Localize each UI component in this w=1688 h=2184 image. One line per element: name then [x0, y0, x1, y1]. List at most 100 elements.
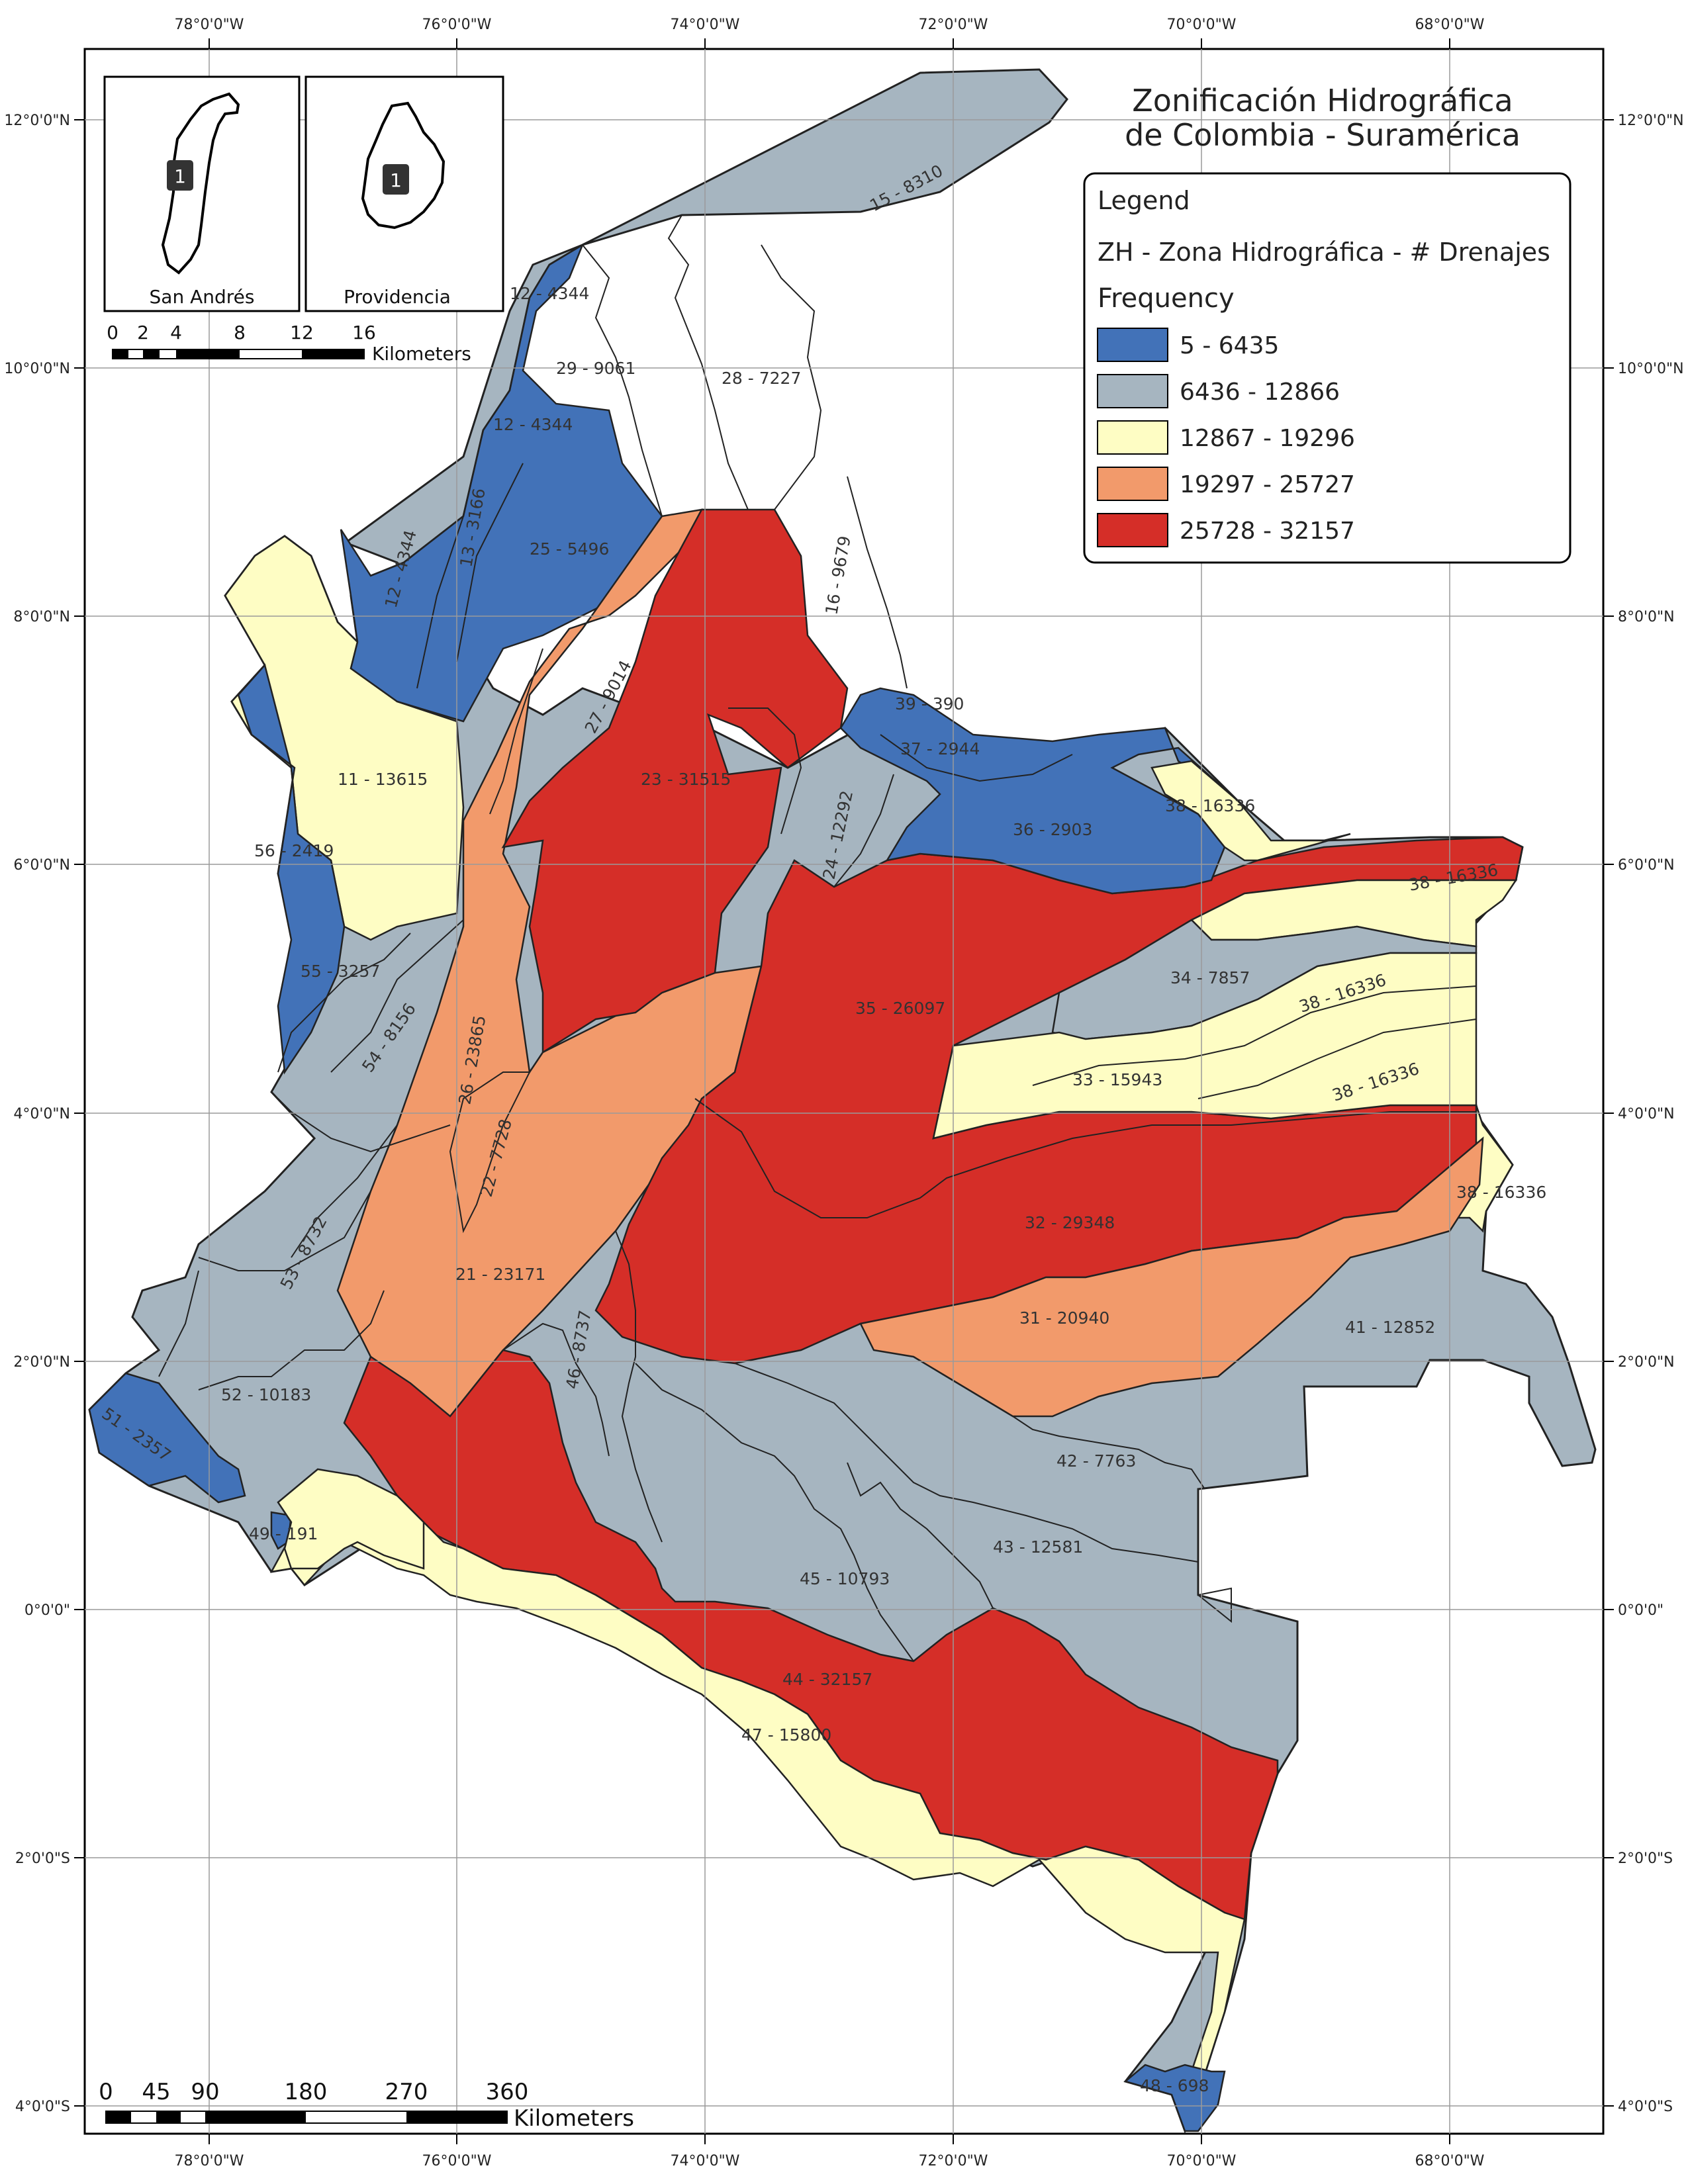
lat-label-left: 0°0'0" [24, 1602, 70, 1619]
lat-label-right: 4°0'0"S [1618, 2099, 1673, 2115]
zone-label: 45 - 10793 [800, 1569, 890, 1588]
zone-label: 32 - 29348 [1025, 1213, 1115, 1232]
zone-label: 33 - 15943 [1072, 1070, 1162, 1089]
lat-label-left: 10°0'0"N [4, 361, 70, 377]
scale-tick-label: 360 [486, 2079, 529, 2105]
inset-name: San Andrés [150, 286, 255, 308]
lon-label-top: 76°0'0"W [422, 17, 492, 33]
zone-label: 41 - 12852 [1345, 1318, 1435, 1337]
zone-label: 21 - 23171 [455, 1265, 545, 1284]
zone-12-divider [456, 463, 524, 662]
lon-label-bottom: 76°0'0"W [422, 2153, 492, 2169]
zone-label: 52 - 10183 [221, 1385, 311, 1404]
scale-tick-label: 8 [234, 322, 246, 343]
lat-label-right: 6°0'0"N [1618, 857, 1675, 874]
legend-class-label: 19297 - 25727 [1180, 471, 1355, 498]
lat-label-left: 12°0'0"N [4, 113, 70, 129]
zone-label: 42 - 7763 [1056, 1451, 1136, 1471]
lon-label-bottom: 74°0'0"W [671, 2153, 740, 2169]
inset-scale-bar: 0 2 4 8 12 16 Kilometers [107, 322, 471, 365]
zone-label: 48 - 698 [1140, 2076, 1209, 2095]
zone-label: 23 - 31515 [641, 770, 731, 789]
zone-label: 11 - 13615 [338, 770, 428, 789]
legend-heading: Legend [1098, 186, 1190, 215]
zone-label: 12 - 4344 [510, 284, 589, 303]
lat-label-right: 8°0'0"N [1618, 609, 1675, 625]
legend-class-label: 5 - 6435 [1180, 332, 1279, 359]
map-title-line2: de Colombia - Suramérica [1125, 117, 1521, 153]
scale-tick-label: 0 [107, 322, 118, 343]
lat-label-left: 4°0'0"N [13, 1106, 70, 1122]
legend-field-name: Frequency [1098, 283, 1235, 314]
lon-label-top: 74°0'0"W [671, 17, 740, 33]
lon-label-bottom: 78°0'0"W [175, 2153, 244, 2169]
zone-label: 38 - 16336 [1165, 796, 1255, 815]
lon-label-top: 70°0'0"W [1167, 17, 1237, 33]
legend-swatch [1097, 467, 1168, 501]
zone-label: 55 - 3257 [301, 962, 380, 981]
zone-48 [1123, 2064, 1226, 2132]
zone-label: 25 - 5496 [530, 539, 609, 559]
zone-33-38 [932, 952, 1477, 1140]
zone-37-divider [880, 734, 1073, 782]
legend-swatch [1097, 328, 1168, 362]
zone-55-56 [237, 663, 346, 1075]
zone-label: 47 - 15800 [741, 1725, 831, 1745]
zone-label: 35 - 26097 [855, 999, 945, 1018]
scale-tick-label: 180 [285, 2079, 328, 2105]
scale-tick-label: 2 [137, 322, 149, 343]
subbasin-boundaries [158, 214, 1232, 1662]
map-title-line1: Zonificación Hidrográfica [1132, 83, 1513, 118]
zone-label: 36 - 2903 [1013, 820, 1092, 839]
lon-label-top: 68°0'0"W [1415, 17, 1485, 33]
zone-label: 37 - 2944 [900, 739, 980, 758]
zone-label: 12 - 4344 [493, 415, 573, 434]
zone-label: 38 - 16336 [1456, 1183, 1546, 1202]
san-andres-island [161, 92, 240, 275]
legend: Legend ZH - Zona Hidrográfica - # Drenaj… [1083, 172, 1571, 564]
scale-unit: Kilometers [372, 343, 471, 365]
main-scale-bar: 0 45 90 180 270 360 Kilometers [99, 2079, 634, 2132]
legend-swatch [1097, 374, 1168, 408]
zone-38-strip-dividers [1032, 985, 1477, 1099]
lat-label-left: 6°0'0"N [13, 857, 70, 874]
inset-name: Providencia [344, 286, 451, 308]
lat-label-left: 2°0'0"S [15, 1850, 70, 1867]
scale-tick-label: 90 [191, 2079, 219, 2105]
scale-tick-label: 270 [385, 2079, 428, 2105]
lat-label-right: 10°0'0"N [1618, 361, 1684, 377]
lon-label-bottom: 70°0'0"W [1167, 2153, 1237, 2169]
zone-label: 49 - 191 [249, 1524, 318, 1543]
zone-label: 28 - 7227 [722, 369, 801, 388]
inset-badge-label: 1 [390, 169, 402, 191]
zone-51 [88, 1372, 246, 1504]
lat-label-right: 2°0'0"S [1618, 1850, 1673, 1867]
frame-ticks [74, 38, 1614, 2144]
zone-49 [277, 1468, 425, 1570]
zone-label: 34 - 7857 [1170, 968, 1250, 987]
zone-13-divider [416, 516, 464, 689]
lon-label-bottom: 72°0'0"W [919, 2153, 988, 2169]
scale-unit: Kilometers [514, 2105, 634, 2132]
lat-label-right: 2°0'0"N [1618, 1354, 1675, 1371]
lon-label-top: 78°0'0"W [175, 17, 244, 33]
zone-label: 31 - 20940 [1019, 1308, 1109, 1328]
legend-class-label: 25728 - 32157 [1180, 518, 1355, 545]
zone-31 [859, 1136, 1484, 1418]
inset-badge [167, 160, 193, 191]
lat-label-left: 8°0'0"N [13, 609, 70, 625]
lat-label-right: 0°0'0" [1618, 1602, 1664, 1619]
legend-swatch [1097, 513, 1168, 547]
zone-label: 44 - 32157 [782, 1670, 872, 1689]
scale-tick-label: 0 [99, 2079, 113, 2105]
zone-label: 29 - 9061 [556, 359, 635, 378]
inset-san-andres: 1 San Andrés [103, 75, 301, 312]
inset-providencia: 1 Providencia [305, 75, 504, 312]
zone-35-32-divider [694, 1098, 1476, 1218]
scale-tick-label: 12 [290, 322, 314, 343]
scale-tick-label: 45 [142, 2079, 170, 2105]
zone-23 [501, 508, 849, 1054]
scale-tick-label: 16 [352, 322, 376, 343]
zone-label: 39 - 390 [895, 694, 964, 713]
